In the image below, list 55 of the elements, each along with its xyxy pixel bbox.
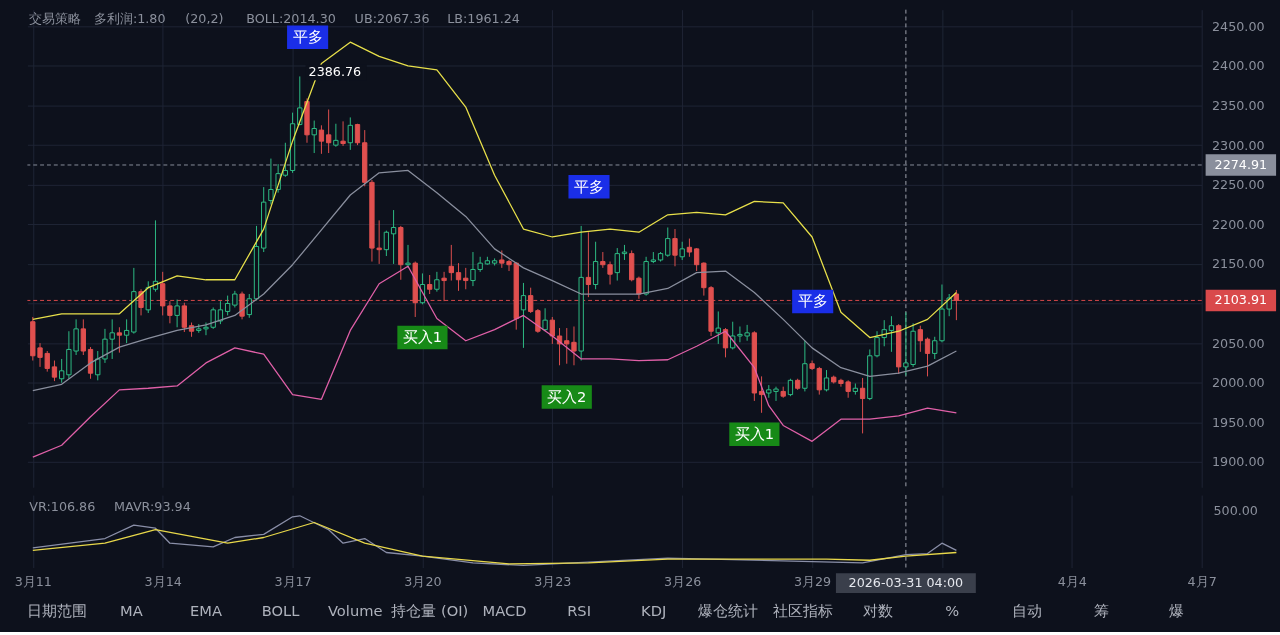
text: 爆 (1168, 602, 1184, 620)
annotation: 买入1 (402, 328, 443, 346)
text: BOLL (261, 602, 301, 620)
annotation: 平多 (292, 28, 323, 46)
y-tick-label: 2450.00 (1211, 18, 1265, 34)
text: VR:106.86 (29, 498, 96, 514)
x-tick-label: 3月17 (274, 573, 312, 589)
text: 社区指标 (772, 602, 833, 620)
y-tick-label: 2150.00 (1211, 256, 1265, 272)
annotation: 交易策略 (29, 11, 82, 27)
x-tick-label: 3月29 (793, 573, 832, 589)
ref-line-label: 2103.91 (1214, 292, 1268, 308)
y-tick-label: 1900.00 (1211, 454, 1265, 470)
y-tick-label: 2000.00 (1211, 375, 1265, 391)
text: MA (120, 602, 143, 620)
annotation: 买入2 (547, 387, 587, 405)
text: 日期范围 (26, 602, 87, 620)
text: 爆仓统计 (698, 602, 759, 620)
x-tick-label: 3月20 (404, 573, 442, 589)
text: MACD (482, 602, 527, 620)
annotation: 平多 (574, 177, 605, 195)
text: Volume (327, 602, 383, 620)
x-tick-label: 3月26 (664, 573, 702, 589)
y-tick-label: 1950.00 (1211, 414, 1265, 430)
text: RSI (567, 602, 591, 620)
text: 500.00 (1213, 502, 1258, 518)
text: MAVR:93.94 (114, 498, 191, 514)
y-tick-label: 2400.00 (1211, 58, 1265, 74)
annotation: 2386.76 (308, 64, 362, 80)
annotation: (20,2) (185, 11, 224, 27)
x-tick-label: 3月14 (144, 573, 182, 589)
x-tick-label: 3月11 (14, 573, 52, 589)
annotation: 买入1 (734, 425, 775, 443)
x-tick-label: 4月7 (1187, 573, 1217, 589)
x-tick-label: 4月4 (1057, 573, 1087, 589)
y-tick-label: 2350.00 (1211, 97, 1265, 113)
text: 筹 (1093, 602, 1109, 620)
text: 持仓量 (OI) (391, 602, 469, 620)
annotation: LB:1961.24 (447, 11, 520, 27)
ref-line-label: 2274.91 (1214, 156, 1268, 172)
x-tick-label: 3月23 (534, 573, 572, 589)
y-tick-label: 2250.00 (1211, 177, 1265, 193)
text: EMA (190, 602, 222, 620)
text: 自动 (1011, 602, 1042, 620)
ref-line-label: 2026-03-31 04:00 (848, 575, 964, 591)
text: % (945, 602, 960, 620)
y-tick-label: 2050.00 (1211, 335, 1265, 351)
annotation: UB:2067.36 (354, 11, 430, 27)
annotation: 平多 (797, 292, 828, 310)
y-tick-label: 2200.00 (1211, 216, 1265, 232)
annotation: BOLL:2014.30 (246, 11, 336, 27)
y-tick-label: 2300.00 (1211, 137, 1265, 153)
annotation: 多利润:1.80 (93, 11, 166, 27)
text: 对数 (862, 602, 893, 620)
text: KDJ (641, 602, 667, 620)
